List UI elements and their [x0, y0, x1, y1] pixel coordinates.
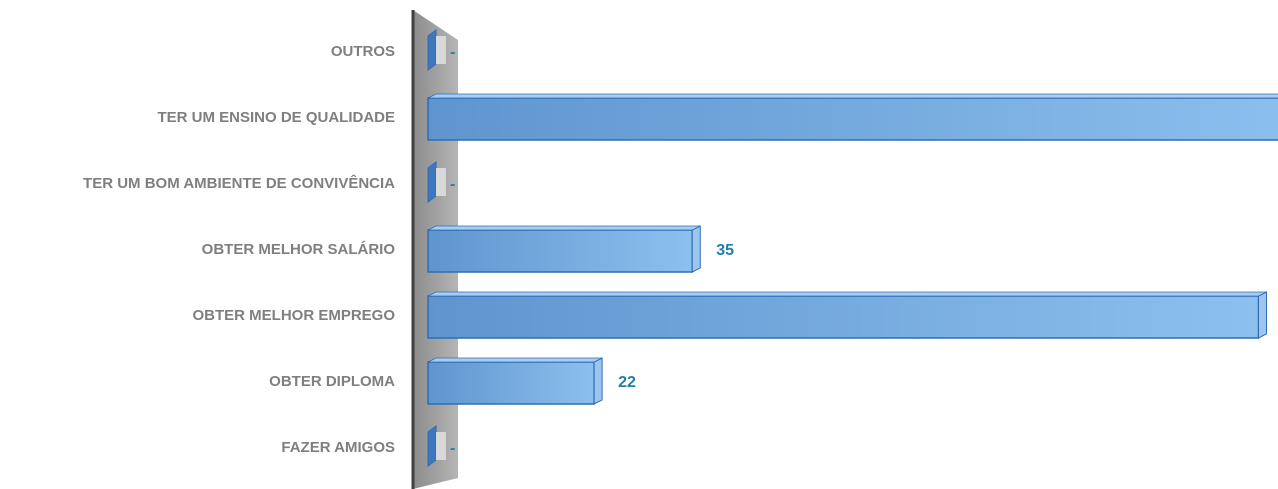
bar-stub	[427, 425, 437, 467]
bar-stub	[427, 29, 437, 71]
category-label: OBTER DIPLOMA	[269, 373, 395, 390]
category-label: TER UM BOM AMBIENTE DE CONVIVÊNCIA	[83, 174, 395, 192]
bar-stub	[427, 161, 437, 203]
category-label: TER UM ENSINO DE QUALIDADE	[157, 109, 395, 126]
bar	[427, 295, 1260, 339]
bar-top	[427, 291, 1267, 297]
category-label: OUTROS	[331, 43, 395, 60]
bar	[427, 361, 595, 405]
bar-stub-face	[436, 168, 446, 196]
value-label: -	[450, 44, 455, 61]
category-label: FAZER AMIGOS	[281, 439, 395, 456]
bar-side	[691, 225, 701, 273]
bar-top	[427, 93, 1278, 99]
value-label: 22	[618, 374, 636, 391]
bar-stub-face	[436, 36, 446, 64]
value-label: 35	[716, 242, 734, 259]
bar-stub-face	[436, 432, 446, 460]
category-label: OBTER MELHOR EMPREGO	[192, 307, 395, 324]
value-label: -	[450, 440, 455, 457]
bar-side	[593, 357, 603, 405]
value-label: -	[450, 176, 455, 193]
bar	[427, 97, 1278, 141]
bar-top	[427, 225, 701, 231]
bar-top	[427, 357, 603, 363]
bar-side	[1258, 291, 1267, 339]
bar	[427, 229, 693, 273]
labels-layer: OUTROS-TER UM ENSINO DE QUALIDADE117TER …	[83, 43, 734, 457]
category-label: OBTER MELHOR SALÁRIO	[202, 241, 396, 258]
bars-layer	[427, 29, 1278, 467]
